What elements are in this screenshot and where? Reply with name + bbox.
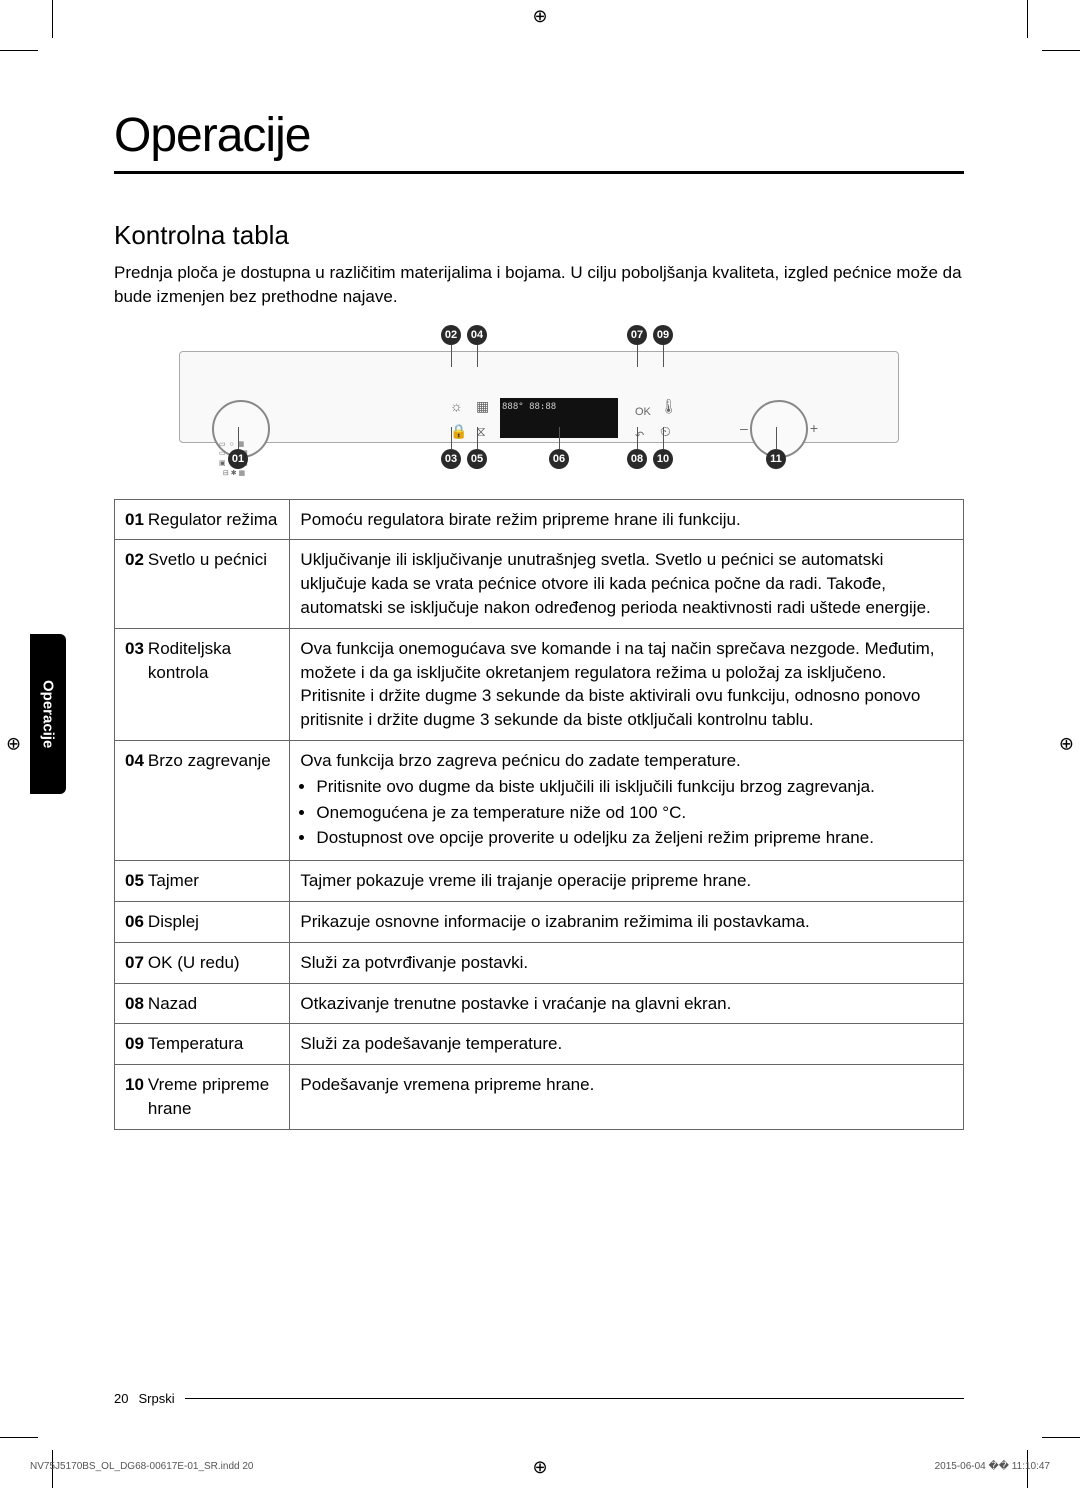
panel-background: ▭ ○ ▦▭ ▦▣ ▦ ⊟ ✱ ▦ ☼🔒 ▦⧖ 888° 88:88 OK↶ 🌡…: [179, 351, 899, 443]
crop-mark: [1042, 50, 1080, 51]
table-row: 02Svetlo u pećniciUključivanje ili isklj…: [115, 540, 964, 628]
table-row: 10Vreme pripreme hranePodešavanje vremen…: [115, 1065, 964, 1130]
row-label: Nazad: [146, 983, 290, 1024]
callout-06: 06: [549, 449, 569, 469]
crop-mark: [52, 0, 53, 38]
row-label: Roditeljska kontrola: [146, 628, 290, 740]
control-panel-diagram: ▭ ○ ▦▭ ▦▣ ▦ ⊟ ✱ ▦ ☼🔒 ▦⧖ 888° 88:88 OK↶ 🌡…: [179, 321, 899, 481]
footer-rule: [185, 1398, 964, 1399]
crop-mark: [0, 50, 38, 51]
row-description: Služi za potvrđivanje postavki.: [290, 942, 964, 983]
row-number: 03: [115, 628, 146, 740]
page-title: Operacije: [114, 108, 964, 174]
row-number: 09: [115, 1024, 146, 1065]
callout-line: [559, 427, 560, 449]
callout-line: [451, 345, 452, 367]
callout-line: [663, 345, 664, 367]
registration-mark-top-icon: ⊕: [532, 6, 547, 27]
registration-mark-left-icon: ⊕: [6, 734, 21, 755]
callout-line: [663, 427, 664, 449]
row-description: Tajmer pokazuje vreme ili trajanje opera…: [290, 861, 964, 902]
print-job-footer: NV75J5170BS_OL_DG68-00617E-01_SR.indd 20…: [30, 1461, 1050, 1472]
page-content: Operacije Kontrolna tabla Prednja ploča …: [114, 108, 964, 1130]
row-description: Ova funkcija brzo zagreva pećnicu do zad…: [290, 740, 964, 860]
row-label: Tajmer: [146, 861, 290, 902]
callout-05: 05: [467, 449, 487, 469]
footer-language: Srpski: [138, 1391, 174, 1406]
print-footer-left: NV75J5170BS_OL_DG68-00617E-01_SR.indd 20: [30, 1461, 254, 1472]
page-number: 20: [114, 1391, 128, 1406]
callout-line: [477, 427, 478, 449]
table-row: 04Brzo zagrevanjeOva funkcija brzo zagre…: [115, 740, 964, 860]
registration-mark-right-icon: ⊕: [1059, 734, 1074, 755]
row-number: 08: [115, 983, 146, 1024]
row-label: Brzo zagrevanje: [146, 740, 290, 860]
row-number: 10: [115, 1065, 146, 1130]
crop-mark: [0, 1437, 38, 1438]
row-label: OK (U redu): [146, 942, 290, 983]
callout-04: 04: [467, 325, 487, 345]
row-label: Temperatura: [146, 1024, 290, 1065]
callout-07: 07: [627, 325, 647, 345]
table-row: 08NazadOtkazivanje trenutne postavke i v…: [115, 983, 964, 1024]
row-description: Otkazivanje trenutne postavke i vraćanje…: [290, 983, 964, 1024]
callout-09: 09: [653, 325, 673, 345]
callout-03: 03: [441, 449, 461, 469]
table-row: 01Regulator režimaPomoću regulatora bira…: [115, 499, 964, 540]
row-description: Prikazuje osnovne informacije o izabrani…: [290, 901, 964, 942]
callout-line: [238, 427, 239, 449]
side-tab: Operacije: [30, 634, 66, 794]
light-lock-icons: ☼🔒: [450, 394, 467, 444]
callout-line: [637, 345, 638, 367]
table-row: 07OK (U redu)Služi za potvrđivanje posta…: [115, 942, 964, 983]
row-label: Regulator režima: [146, 499, 290, 540]
row-number: 01: [115, 499, 146, 540]
callout-line: [776, 427, 777, 449]
row-label: Svetlo u pećnici: [146, 540, 290, 628]
row-number: 05: [115, 861, 146, 902]
crop-mark: [1042, 1437, 1080, 1438]
row-label: Vreme pripreme hrane: [146, 1065, 290, 1130]
controls-description-table: 01Regulator režimaPomoću regulatora bira…: [114, 499, 964, 1130]
crop-mark: [1027, 0, 1028, 38]
callout-02: 02: [441, 325, 461, 345]
row-description: Pomoću regulatora birate režim pripreme …: [290, 499, 964, 540]
row-number: 02: [115, 540, 146, 628]
page-footer: 20 Srpski: [114, 1391, 964, 1406]
row-number: 04: [115, 740, 146, 860]
callout-line: [477, 345, 478, 367]
table-row: 05TajmerTajmer pokazuje vreme ili trajan…: [115, 861, 964, 902]
print-footer-right: 2015-06-04 �� 11:10:47: [935, 1461, 1050, 1472]
callout-08: 08: [627, 449, 647, 469]
row-description: Ova funkcija onemogućava sve komande i n…: [290, 628, 964, 740]
callout-line: [451, 427, 452, 449]
section-title: Kontrolna tabla: [114, 220, 964, 251]
table-row: 03Roditeljska kontrolaOva funkcija onemo…: [115, 628, 964, 740]
table-row: 06DisplejPrikazuje osnovne informacije o…: [115, 901, 964, 942]
callout-line: [637, 427, 638, 449]
callout-10: 10: [653, 449, 673, 469]
row-label: Displej: [146, 901, 290, 942]
row-description: Služi za podešavanje temperature.: [290, 1024, 964, 1065]
row-description: Podešavanje vremena pripreme hrane.: [290, 1065, 964, 1130]
row-number: 06: [115, 901, 146, 942]
row-description: Uključivanje ili isključivanje unutrašnj…: [290, 540, 964, 628]
table-row: 09TemperaturaSluži za podešavanje temper…: [115, 1024, 964, 1065]
row-number: 07: [115, 942, 146, 983]
intro-text: Prednja ploča je dostupna u različitim m…: [114, 261, 964, 309]
callout-11: 11: [766, 449, 786, 469]
callout-01: 01: [228, 449, 248, 469]
